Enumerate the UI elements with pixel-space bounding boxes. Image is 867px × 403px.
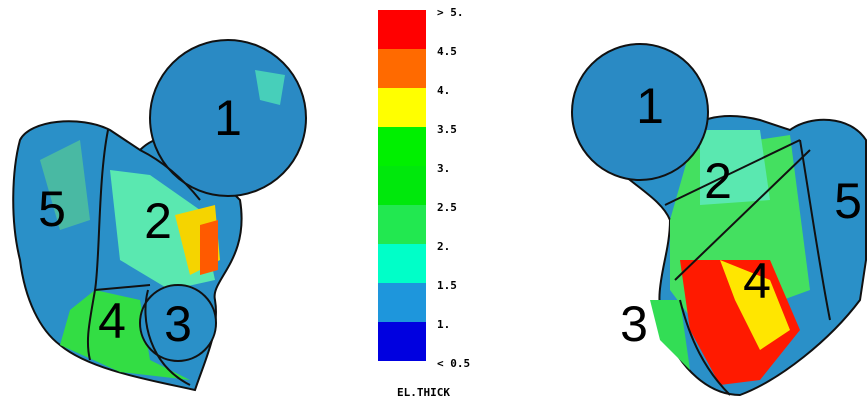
legend-title: EL.THICK (397, 386, 450, 399)
region-labels: 15 24 312 543 (38, 78, 862, 352)
legend-swatch (378, 283, 426, 322)
region-label: 2 (704, 153, 732, 209)
legend-swatch (378, 166, 426, 205)
legend-label: 2.5 (437, 201, 457, 214)
legend-swatch (378, 88, 426, 127)
legend-label: 4. (437, 84, 450, 97)
legend-swatch (378, 49, 426, 88)
legend-label: 2. (437, 240, 450, 253)
region-label: 1 (636, 78, 664, 134)
region-label: 1 (214, 90, 242, 146)
right-femur (571, 43, 867, 397)
legend-label: > 5. (437, 6, 464, 19)
legend-label: < 0.5 (437, 357, 470, 370)
legend-swatch (378, 10, 426, 49)
region-label: 3 (164, 296, 192, 352)
legend-label: 1. (437, 318, 450, 331)
legend-label: 4.5 (437, 45, 457, 58)
legend-label: 1.5 (437, 279, 457, 292)
region-label: 4 (743, 253, 771, 309)
legend-swatch (378, 244, 426, 283)
legend-label: 3. (437, 162, 450, 175)
color-legend: > 5. 4.5 4. 3.5 3. 2.5 2. 1.5 1. < 0.5 EL.THICK (378, 6, 470, 399)
region-label: 2 (144, 193, 172, 249)
legend-swatch (378, 127, 426, 166)
region-label: 3 (620, 296, 648, 352)
region-label: 5 (38, 181, 66, 237)
legend-swatch (378, 205, 426, 244)
region-label: 5 (834, 173, 862, 229)
legend-swatch (378, 322, 426, 361)
legend-label: 3.5 (437, 123, 457, 136)
region-label: 4 (98, 293, 126, 349)
left-femur (12, 39, 307, 392)
